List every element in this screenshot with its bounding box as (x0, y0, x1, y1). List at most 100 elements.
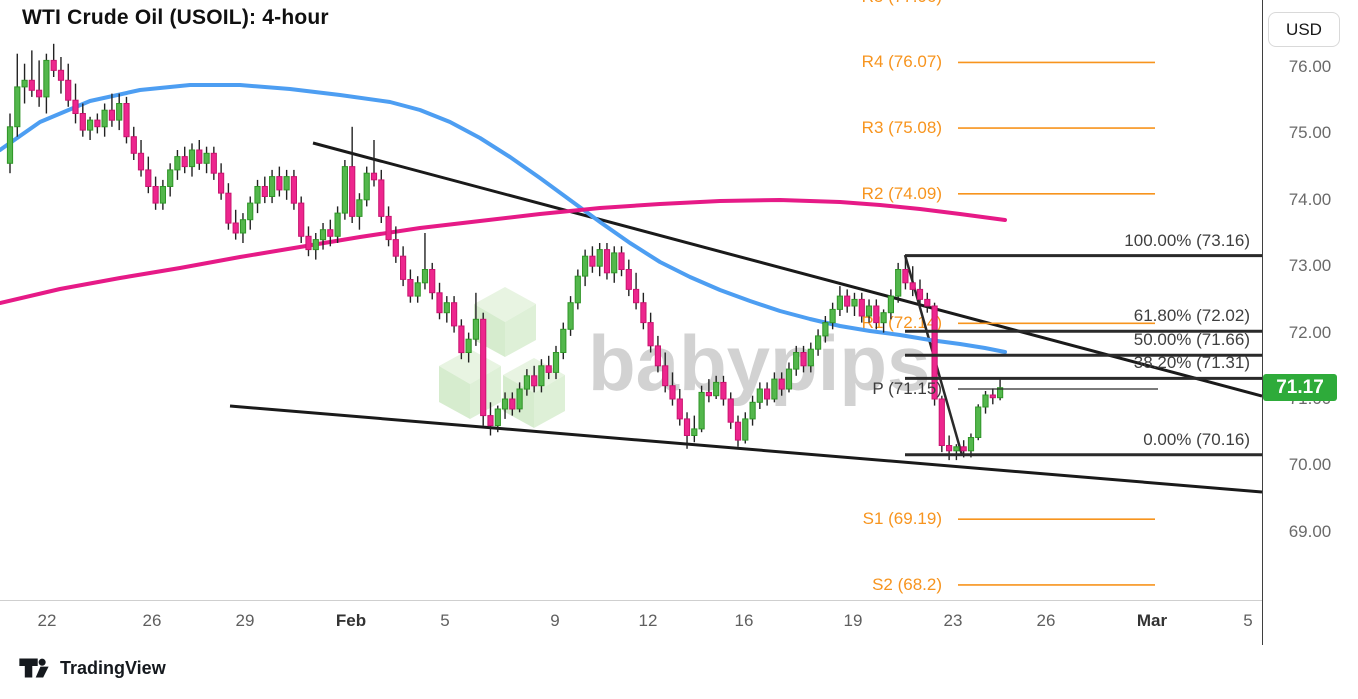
fib-label-50[interactable]: 50.00% (71.66) (1133, 330, 1250, 350)
candle-body (443, 302, 450, 314)
fib-label-100[interactable]: 100.00% (73.16) (1124, 230, 1250, 250)
candle (611, 246, 618, 283)
candle (552, 345, 560, 380)
candle-body (79, 113, 86, 131)
fib-label-38.2[interactable]: 38.20% (71.31) (1133, 353, 1250, 373)
time-axis-label-23[interactable]: 23 (943, 611, 963, 630)
candle (87, 116, 94, 140)
candle-body (327, 229, 334, 237)
tradingview-brand-label[interactable]: TradingView (60, 657, 166, 678)
time-axis-label-Feb[interactable]: Feb (335, 611, 367, 630)
time-axis-label-Mar[interactable]: Mar (1136, 611, 1168, 630)
candle-body (269, 176, 276, 198)
candle-body (6, 126, 14, 164)
candle (159, 179, 167, 210)
candle-body (167, 169, 174, 187)
price-axis-label-74.00[interactable]: 74.00 (1288, 189, 1332, 209)
candle (654, 335, 661, 373)
candle-body (36, 89, 43, 98)
candle-body (946, 445, 953, 452)
candle-body (174, 156, 181, 171)
candle-body (421, 269, 429, 284)
candle-body (14, 86, 21, 128)
candle (312, 233, 319, 260)
fib-label-0[interactable]: 0.00% (70.16) (1143, 429, 1250, 449)
candle (494, 405, 501, 433)
fib-label-61.8[interactable]: 61.80% (72.02) (1133, 306, 1250, 326)
candle-body (611, 252, 618, 274)
candle-body (94, 119, 101, 128)
time-axis-label-9[interactable]: 9 (550, 611, 560, 630)
price-axis-label-76.00[interactable]: 76.00 (1288, 57, 1332, 76)
time-axis-label-26[interactable]: 26 (142, 611, 162, 630)
pivot-label-R2[interactable]: R2 (74.09) (861, 183, 942, 203)
candle (137, 140, 145, 177)
price-axis-label-69.00[interactable]: 69.00 (1288, 521, 1332, 541)
candle-body (545, 365, 552, 373)
pivot-label-S2[interactable]: S2 (68.2) (872, 574, 942, 594)
candle-body (261, 186, 268, 197)
candle (509, 392, 516, 416)
candle-body (392, 239, 399, 257)
candle (844, 289, 851, 313)
candlestick-chart-area[interactable] (0, 0, 1262, 600)
candle (676, 389, 683, 426)
candle (349, 126, 356, 223)
candle-body (865, 305, 873, 317)
time-axis-label-26[interactable]: 26 (1036, 611, 1056, 630)
time-axis-label-5[interactable]: 5 (440, 611, 450, 630)
price-axis-label-73.00[interactable]: 73.00 (1288, 256, 1332, 276)
candle-body (188, 149, 196, 168)
candle-body (509, 398, 516, 410)
price-axis-label-72.00[interactable]: 72.00 (1288, 322, 1332, 342)
price-axis-label-70.00[interactable]: 70.00 (1288, 455, 1332, 475)
time-axis-label-5[interactable]: 5 (1243, 611, 1253, 630)
candle (836, 286, 843, 316)
candle (829, 302, 836, 330)
candle-body (560, 328, 567, 353)
candle-body (181, 156, 188, 168)
candle-body (713, 381, 720, 397)
candle-body (705, 391, 712, 397)
candle-body (873, 305, 880, 324)
candle-body (764, 388, 771, 400)
candle-body (130, 136, 137, 154)
pivot-label-R4[interactable]: R4 (76.07) (861, 52, 942, 72)
candle-body (87, 119, 94, 131)
candle (94, 113, 101, 134)
price-axis-label-75.00[interactable]: 75.00 (1288, 123, 1332, 143)
trendline-lower[interactable] (229, 404, 1262, 494)
ma-pink-line[interactable] (0, 198, 1007, 305)
candle-body (982, 394, 989, 408)
candle (865, 299, 873, 323)
time-axis-label-29[interactable]: 29 (235, 611, 255, 630)
candle (756, 382, 763, 409)
pivot-label-R3[interactable]: R3 (75.08) (861, 118, 942, 138)
pivot-label-S1[interactable]: S1 (69.19) (862, 509, 942, 529)
time-axis-label-16[interactable]: 16 (734, 611, 754, 630)
time-axis-label-12[interactable]: 12 (638, 611, 658, 630)
candle-body (676, 398, 683, 420)
candle-body (887, 295, 894, 314)
pivot-label-P[interactable]: P (71.15) (872, 379, 942, 399)
tradingview-logo-icon[interactable] (18, 653, 52, 683)
candle (414, 276, 421, 303)
currency-badge[interactable]: USD (1268, 12, 1340, 47)
candle (975, 404, 982, 441)
candle (523, 369, 530, 396)
candle-body (669, 385, 676, 400)
price-axis-border (1262, 0, 1263, 645)
candle-body (116, 103, 123, 121)
candle (152, 176, 159, 210)
candle-body (880, 312, 887, 324)
candle (167, 163, 174, 197)
time-axis-label-22[interactable]: 22 (37, 611, 57, 630)
candle (822, 316, 829, 343)
candle-body (531, 375, 538, 387)
candle-body (28, 79, 35, 91)
pivot-label-R5[interactable]: R5 (77.06) (722, 0, 942, 7)
candle (916, 279, 924, 306)
time-axis-label-19[interactable]: 19 (843, 611, 863, 630)
candle (145, 156, 152, 194)
candle (269, 169, 276, 204)
